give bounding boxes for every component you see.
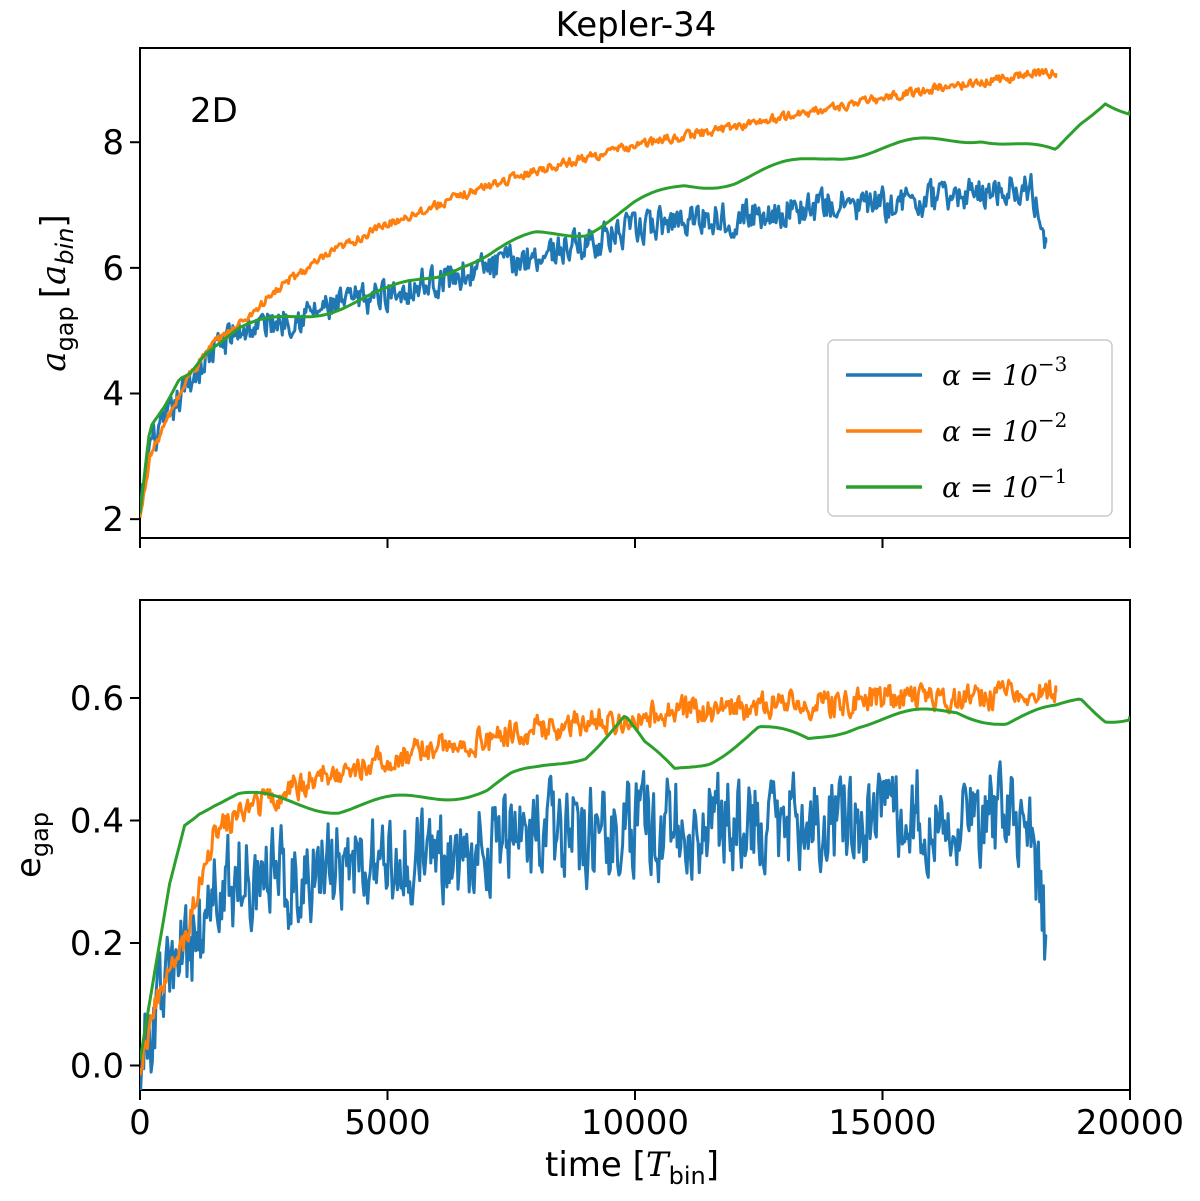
bottom-ytick-label: 0.4 xyxy=(70,802,124,842)
series-line-top-3 xyxy=(140,102,1130,514)
panel-annotation-2d: 2D xyxy=(190,91,238,131)
xtick-label: 10000 xyxy=(581,1103,689,1143)
top-ylabel-unit-sub: bin xyxy=(51,228,79,265)
top-ylabel-open: [ xyxy=(34,285,74,298)
series-line-top-2 xyxy=(140,67,1058,518)
bottom-panel: 0.0 0.2 0.4 0.6 0 5000 10000 15000 20000 egap t… xyxy=(9,599,1184,1190)
bottom-ylabel-sub: gap xyxy=(26,812,54,857)
series-line-top-1 xyxy=(140,172,1048,515)
top-ylabel-unit-var: a xyxy=(34,265,74,285)
chart-title: Kepler-34 xyxy=(556,5,717,45)
top-ytick-label: 6 xyxy=(102,249,124,289)
bottom-ylabel-var: e xyxy=(9,857,49,878)
legend: α = 10−3 α = 10−2 α = 10−1 xyxy=(827,339,1113,517)
series-line-bottom-3 xyxy=(140,697,1130,1061)
series-line-bottom-1 xyxy=(140,760,1048,1090)
xtick-label: 15000 xyxy=(828,1103,936,1143)
top-ytick-label: 2 xyxy=(102,500,124,540)
xtick-label: 5000 xyxy=(344,1103,431,1143)
series-line-bottom-2 xyxy=(140,678,1058,1076)
legend-label: α = 10−3 xyxy=(942,352,1067,392)
top-ylabel-sub: gap xyxy=(51,306,79,351)
top-ylabel-var: a xyxy=(34,351,74,371)
xlabel-close: ] xyxy=(706,1145,719,1185)
bottom-y-axis-label: egap xyxy=(9,812,54,878)
top-ylabel-close: ] xyxy=(34,214,74,227)
xlabel-var: T xyxy=(646,1145,671,1185)
xlabel-main: time [ xyxy=(545,1145,646,1185)
legend-box xyxy=(827,339,1113,517)
top-y-axis-label: agap[abin] xyxy=(34,214,79,371)
bottom-ytick-label: 0.0 xyxy=(70,1047,124,1087)
bottom-ytick-label: 0.6 xyxy=(70,679,124,719)
x-axis-label: time [Tbin] xyxy=(545,1145,719,1190)
legend-label: α = 10−1 xyxy=(942,464,1067,504)
legend-label: α = 10−2 xyxy=(942,408,1067,448)
top-ytick-label: 8 xyxy=(102,123,124,163)
bottom-ytick-label: 0.2 xyxy=(70,924,124,964)
xtick-label: 20000 xyxy=(1076,1103,1184,1143)
top-ytick-label: 4 xyxy=(102,375,124,415)
xlabel-sub: bin xyxy=(669,1162,706,1190)
xtick-label: 0 xyxy=(129,1103,151,1143)
